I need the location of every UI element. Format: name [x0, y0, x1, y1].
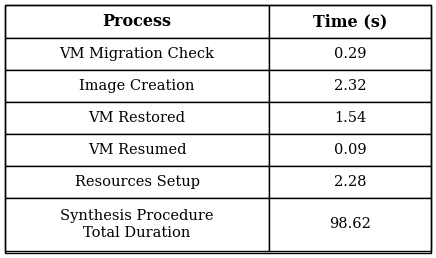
Text: Time (s): Time (s): [313, 13, 387, 30]
Text: Synthesis Procedure
Total Duration: Synthesis Procedure Total Duration: [60, 209, 214, 240]
Text: 2.32: 2.32: [334, 79, 366, 93]
Text: 0.29: 0.29: [334, 47, 366, 61]
Text: Resources Setup: Resources Setup: [75, 175, 200, 189]
Text: VM Migration Check: VM Migration Check: [60, 47, 215, 61]
Text: 1.54: 1.54: [334, 111, 366, 125]
Text: Process: Process: [102, 13, 171, 30]
Text: VM Restored: VM Restored: [89, 111, 186, 125]
Text: 2.28: 2.28: [334, 175, 366, 189]
Text: 0.09: 0.09: [334, 143, 366, 157]
Text: VM Resumed: VM Resumed: [88, 143, 186, 157]
Text: Image Creation: Image Creation: [79, 79, 195, 93]
Text: 98.62: 98.62: [329, 217, 371, 231]
